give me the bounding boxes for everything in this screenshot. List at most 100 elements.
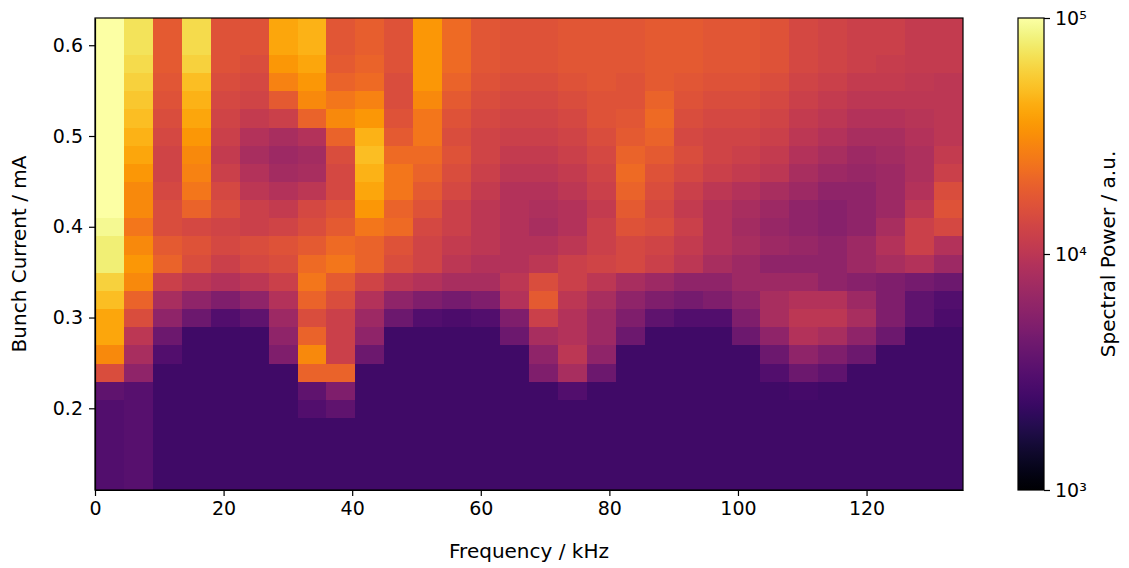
heatmap-cell	[732, 272, 762, 291]
heatmap-cell	[326, 200, 356, 219]
heatmap-cell	[558, 72, 588, 91]
heatmap-cell	[847, 36, 877, 55]
heatmap-cell	[876, 254, 906, 273]
heatmap-cell	[529, 327, 559, 346]
heatmap-cell	[905, 345, 935, 364]
heatmap-cell	[703, 91, 733, 110]
heatmap-cell	[760, 145, 790, 164]
heatmap-cell	[587, 308, 617, 327]
heatmap-cell	[703, 290, 733, 309]
heatmap-cell	[587, 290, 617, 309]
heatmap-cell	[471, 454, 501, 473]
tick-label: 0	[89, 497, 101, 519]
heatmap-cell	[847, 454, 877, 473]
heatmap-cell	[587, 163, 617, 182]
heatmap-cell	[703, 254, 733, 273]
heatmap-cell	[587, 399, 617, 418]
heatmap-cell	[355, 436, 385, 455]
tick: 120	[849, 490, 885, 519]
heatmap-cell	[153, 254, 183, 273]
heatmap-cell	[876, 218, 906, 237]
heatmap-cell	[934, 272, 963, 291]
heatmap-cell	[703, 163, 733, 182]
heatmap-cell	[674, 399, 704, 418]
heatmap-cell	[124, 91, 154, 110]
heatmap-cell	[789, 109, 819, 128]
heatmap-cell	[95, 163, 125, 182]
heatmap-cell	[818, 127, 848, 146]
heatmap-cell	[413, 54, 443, 73]
heatmap-cell	[674, 145, 704, 164]
heatmap-cell	[732, 36, 762, 55]
heatmap-cell	[558, 272, 588, 291]
heatmap-cell	[124, 18, 154, 37]
heatmap-cell	[732, 254, 762, 273]
heatmap-cell	[818, 454, 848, 473]
heatmap-cell	[124, 327, 154, 346]
heatmap-cell	[182, 290, 212, 309]
heatmap-cell	[269, 363, 299, 382]
heatmap-cell	[153, 417, 183, 436]
heatmap-cell	[95, 399, 125, 418]
heatmap-cell	[818, 72, 848, 91]
heatmap-cell	[818, 254, 848, 273]
heatmap-cell	[442, 308, 472, 327]
heatmap-cell	[732, 218, 762, 237]
heatmap-cell	[413, 363, 443, 382]
heatmap-cell	[95, 363, 125, 382]
heatmap-cell	[384, 236, 414, 255]
heatmap-cell	[182, 272, 212, 291]
heatmap-cell	[674, 272, 704, 291]
heatmap-cell	[269, 18, 299, 37]
heatmap-cell	[153, 200, 183, 219]
tick: 100	[720, 490, 756, 519]
heatmap-cell	[934, 200, 963, 219]
heatmap-cell	[529, 181, 559, 200]
heatmap-cell	[442, 327, 472, 346]
heatmap-cell	[818, 436, 848, 455]
heatmap-cell	[847, 399, 877, 418]
tick-label: 0.5	[53, 125, 83, 147]
heatmap-cell	[326, 54, 356, 73]
heatmap-cell	[616, 399, 646, 418]
heatmap-cell	[732, 181, 762, 200]
heatmap-cell	[645, 18, 675, 37]
heatmap-cell	[789, 18, 819, 37]
heatmap-cell	[587, 109, 617, 128]
heatmap-cell	[240, 54, 270, 73]
heatmap-cell	[384, 417, 414, 436]
heatmap-cell	[471, 308, 501, 327]
heatmap-cell	[355, 327, 385, 346]
heatmap-cell	[732, 345, 762, 364]
heatmap-cell	[442, 163, 472, 182]
heatmap-cell	[616, 54, 646, 73]
heatmap-cell	[500, 472, 530, 490]
heatmap-cell	[818, 272, 848, 291]
colorbar-axis: 10³10⁴10⁵	[1044, 7, 1087, 501]
heatmap-cell	[905, 254, 935, 273]
heatmap-cell	[876, 345, 906, 364]
heatmap-cell	[558, 345, 588, 364]
heatmap-cell	[616, 290, 646, 309]
heatmap-cell	[355, 399, 385, 418]
heatmap-cell	[529, 454, 559, 473]
heatmap-cell	[818, 236, 848, 255]
heatmap-cell	[616, 72, 646, 91]
heatmap-cell	[616, 327, 646, 346]
heatmap-cell	[529, 308, 559, 327]
heatmap-cell	[95, 290, 125, 309]
heatmap-cell	[645, 436, 675, 455]
heatmap-cell	[674, 254, 704, 273]
heatmap-cell	[211, 163, 241, 182]
heatmap-cell	[298, 181, 328, 200]
heatmap-cell	[95, 18, 125, 37]
heatmap-cell	[876, 163, 906, 182]
heatmap-cell	[934, 290, 963, 309]
heatmap-cell	[153, 345, 183, 364]
heatmap-cell	[529, 399, 559, 418]
tick-mark	[1044, 18, 1050, 19]
heatmap-cell	[442, 417, 472, 436]
heatmap-cell	[934, 181, 963, 200]
heatmap-cell	[789, 218, 819, 237]
heatmap-cell	[760, 454, 790, 473]
